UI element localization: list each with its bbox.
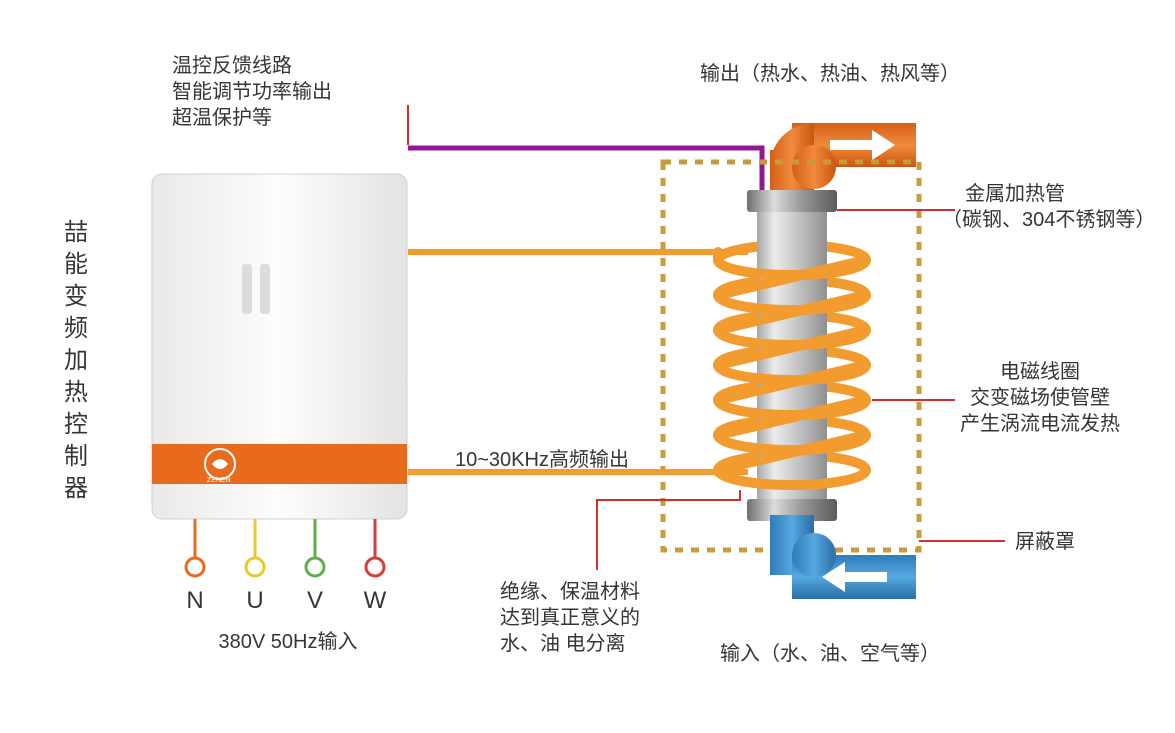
terminal-u: U (246, 519, 264, 614)
diagram-canvas: 喆 能 变 频 加 热 控 制 器 温控反馈线路 智能调节功率输出 超温保护等 … (0, 0, 1175, 733)
vertical-char: 控 (64, 411, 88, 438)
insulation-pointer (597, 490, 740, 570)
tube-cap-top (747, 190, 837, 212)
terminal-label: N (186, 587, 203, 614)
vertical-char: 热 (64, 379, 88, 406)
insul-line: 水、油 电分离 (500, 632, 626, 655)
controller-unit: ZENEN (152, 174, 407, 519)
coil-label: 电磁线圈 交变磁场使管壁 产生涡流电流发热 (960, 360, 1120, 435)
hf-output-label: 10~30KHz高频输出 (455, 448, 629, 471)
tube-label: 金属加热管 （碳钢、304不锈钢等） (942, 182, 1155, 231)
tube-label-line: 金属加热管 (965, 182, 1065, 205)
vertical-char: 制 (64, 443, 88, 470)
feedback-line: 超温保护等 (172, 106, 272, 129)
terminal-label: U (246, 587, 263, 614)
insul-line: 绝缘、保温材料 (500, 580, 640, 603)
vertical-char: 加 (64, 347, 88, 374)
tube-label-line: （碳钢、304不锈钢等） (942, 208, 1155, 231)
vertical-char: 变 (64, 283, 88, 310)
shield-label: 屏蔽罩 (1015, 530, 1075, 553)
terminal-w: W (364, 519, 387, 614)
input-label: 输入（水、油、空气等） (720, 642, 940, 665)
vertical-char: 器 (64, 475, 88, 502)
power-input-label: 380V 50Hz输入 (219, 630, 358, 653)
terminals: N U V W (186, 519, 387, 614)
vertical-char: 喆 (64, 219, 88, 246)
feedback-wire (408, 148, 762, 195)
input-pipe (770, 515, 916, 599)
vertical-char: 频 (64, 315, 88, 342)
insulation-label: 绝缘、保温材料 达到真正意义的 水、油 电分离 (500, 580, 640, 655)
terminal-label: W (364, 587, 387, 614)
terminal-v: V (306, 519, 324, 614)
vertical-title: 喆 能 变 频 加 热 控 制 器 (64, 219, 88, 502)
feedback-line: 温控反馈线路 (172, 54, 292, 77)
terminal-label: V (307, 587, 323, 614)
feedback-line: 智能调节功率输出 (172, 80, 332, 103)
vertical-char: 能 (64, 251, 88, 278)
logo-text: ZENEN (207, 477, 231, 484)
coil-label-line: 电磁线圈 (1000, 360, 1080, 383)
terminal-n: N (186, 519, 204, 614)
feedback-label: 温控反馈线路 智能调节功率输出 超温保护等 (172, 54, 332, 129)
coil-label-line: 产生涡流电流发热 (960, 412, 1120, 435)
insul-line: 达到真正意义的 (500, 606, 640, 629)
output-label: 输出（热水、热油、热风等） (700, 62, 960, 85)
coil-label-line: 交变磁场使管壁 (970, 386, 1110, 409)
